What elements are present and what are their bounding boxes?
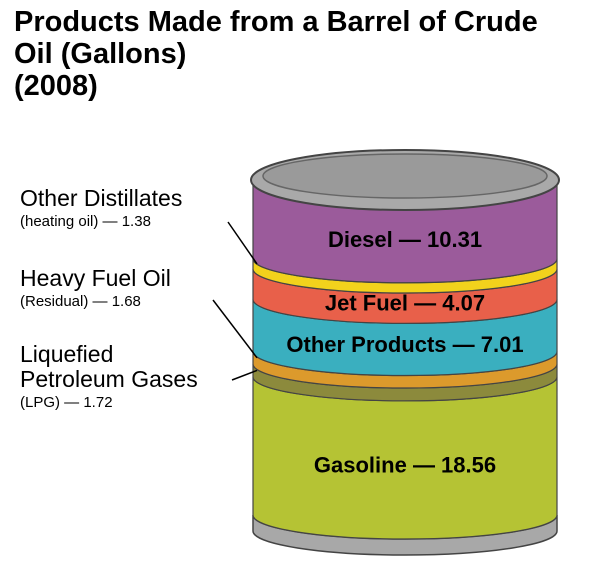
barrel-lid-inner bbox=[262, 153, 548, 199]
value-label: — 18.56 bbox=[413, 452, 496, 477]
layer-name: Heavy Fuel Oil bbox=[20, 265, 171, 291]
layer-name: Liquefied Petroleum Gases bbox=[20, 341, 198, 392]
layer-name: Gasoline bbox=[314, 452, 407, 477]
chart-subtitle: (2008) bbox=[14, 70, 98, 102]
value-label: — 7.01 bbox=[453, 332, 524, 357]
layer-label: Gasoline — 18.56 bbox=[314, 452, 496, 477]
value-label: — 4.07 bbox=[414, 290, 485, 315]
value-label: — 10.31 bbox=[399, 227, 482, 252]
value-label: (heating oil) — 1.38 bbox=[20, 213, 151, 230]
value-label: (LPG) — 1.72 bbox=[20, 394, 113, 411]
side-label: Other Distillates (heating oil) — 1.38 bbox=[20, 186, 260, 233]
chart-title: Products Made from a Barrel of Crude Oil… bbox=[14, 6, 538, 70]
leader-line bbox=[212, 299, 258, 359]
value-label: (Residual) — 1.68 bbox=[20, 293, 141, 310]
layer-name: Jet Fuel bbox=[325, 290, 408, 315]
layer-name: Other Products bbox=[286, 332, 446, 357]
leader-line bbox=[227, 221, 258, 265]
side-label: Liquefied Petroleum Gases (LPG) — 1.72 bbox=[20, 342, 220, 414]
layer-label: Diesel — 10.31 bbox=[328, 227, 482, 252]
chart-header: Products Made from a Barrel of Crude Oil… bbox=[14, 6, 559, 102]
side-label: Heavy Fuel Oil (Residual) — 1.68 bbox=[20, 266, 260, 313]
leader-line bbox=[231, 369, 258, 381]
layer-name: Other Distillates bbox=[20, 185, 183, 211]
layer-label: Jet Fuel — 4.07 bbox=[325, 290, 485, 315]
layer-name: Diesel bbox=[328, 227, 393, 252]
layer-label: Other Products — 7.01 bbox=[286, 332, 523, 357]
